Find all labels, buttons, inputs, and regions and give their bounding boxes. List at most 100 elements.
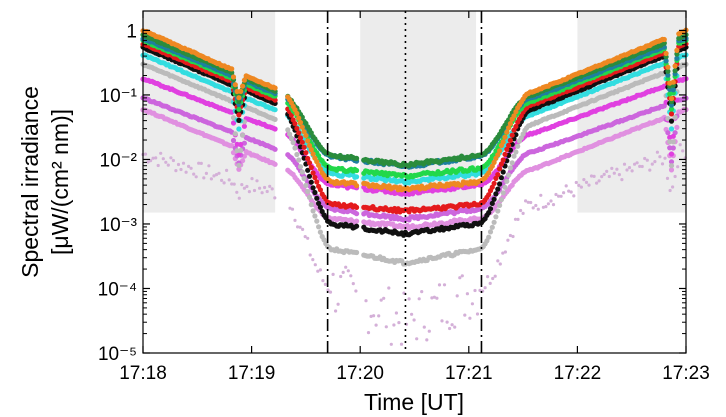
data-point — [366, 331, 371, 335]
data-point — [354, 204, 360, 210]
data-point — [497, 181, 503, 187]
axis-ticks: 17:18 17:19 17:20 17:21 17:22 17:23 1 10⁻¹ 10⁻² 1… — [98, 11, 710, 384]
data-point — [394, 311, 398, 315]
data-point — [668, 167, 675, 173]
data-point — [460, 274, 464, 278]
data-point — [668, 159, 675, 165]
data-point — [204, 171, 208, 175]
data-point — [306, 236, 310, 240]
data-point — [486, 275, 490, 279]
data-point — [311, 258, 315, 262]
data-point — [146, 160, 150, 164]
data-point — [392, 323, 396, 327]
data-point — [154, 156, 158, 160]
data-point — [498, 262, 502, 266]
data-point — [674, 124, 680, 130]
data-point — [458, 276, 462, 280]
data-point — [310, 170, 316, 176]
data-point — [240, 83, 246, 89]
data-point — [328, 290, 333, 294]
data-point — [531, 206, 535, 210]
data-point — [305, 155, 311, 162]
data-point — [569, 190, 573, 194]
data-point — [222, 181, 226, 185]
data-point — [453, 325, 457, 329]
data-point — [354, 167, 360, 174]
data-point — [292, 121, 298, 127]
data-point — [308, 253, 312, 257]
data-point — [321, 279, 325, 283]
data-point — [465, 292, 469, 296]
data-point — [625, 168, 629, 172]
data-point — [288, 206, 292, 210]
data-point — [486, 170, 492, 176]
data-point — [672, 68, 678, 74]
data-point — [161, 157, 165, 161]
data-point — [354, 155, 360, 161]
data-point — [240, 183, 244, 187]
data-point — [519, 208, 523, 213]
data-point — [240, 132, 246, 138]
data-point — [509, 160, 515, 166]
data-point — [670, 133, 676, 139]
data-point — [220, 178, 224, 182]
data-point — [672, 63, 678, 69]
x-tick-label: 17:21 — [445, 363, 493, 384]
data-point — [515, 143, 521, 149]
data-point — [678, 143, 682, 147]
data-point — [189, 166, 193, 170]
data-point — [294, 151, 300, 158]
x-tick-label: 17:20 — [336, 363, 384, 384]
data-point — [502, 151, 508, 157]
data-point — [351, 282, 355, 286]
data-point — [313, 263, 317, 267]
data-point — [317, 229, 323, 235]
data-point — [245, 184, 249, 189]
data-point — [674, 47, 680, 54]
data-point — [495, 152, 501, 158]
data-point — [559, 194, 563, 198]
data-point — [272, 146, 278, 152]
data-point — [582, 178, 586, 182]
data-point — [502, 134, 508, 140]
data-point — [665, 130, 671, 136]
data-point — [290, 207, 295, 211]
data-point — [473, 288, 477, 293]
data-point — [312, 189, 318, 196]
data-point — [500, 139, 506, 145]
data-point — [500, 190, 506, 196]
data-point — [509, 132, 515, 138]
x-tick-label: 17:22 — [554, 363, 602, 384]
data-point — [665, 72, 671, 78]
data-point — [506, 142, 512, 148]
data-point — [326, 288, 330, 292]
data-point — [314, 218, 320, 224]
data-point — [263, 185, 267, 190]
data-point — [294, 110, 300, 117]
data-point — [250, 177, 254, 181]
data-point — [230, 137, 237, 144]
data-point — [290, 140, 296, 146]
data-point — [511, 113, 517, 119]
data-point — [638, 164, 642, 168]
data-point — [296, 115, 302, 121]
data-point — [240, 158, 246, 164]
data-point — [308, 179, 314, 185]
data-point — [301, 175, 307, 182]
data-point — [169, 156, 173, 160]
data-point — [670, 139, 676, 145]
data-point — [412, 318, 416, 322]
data-point — [498, 197, 504, 203]
data-point — [407, 297, 411, 301]
data-point — [227, 178, 231, 182]
data-point — [369, 314, 373, 318]
data-point — [176, 162, 181, 167]
x-axis-title: Time [UT] — [364, 389, 464, 415]
data-point — [192, 172, 196, 176]
data-point — [541, 205, 546, 209]
data-point — [354, 183, 360, 189]
data-point — [660, 162, 665, 166]
data-point — [217, 171, 221, 175]
data-point — [529, 200, 533, 205]
series-11 — [141, 143, 687, 346]
